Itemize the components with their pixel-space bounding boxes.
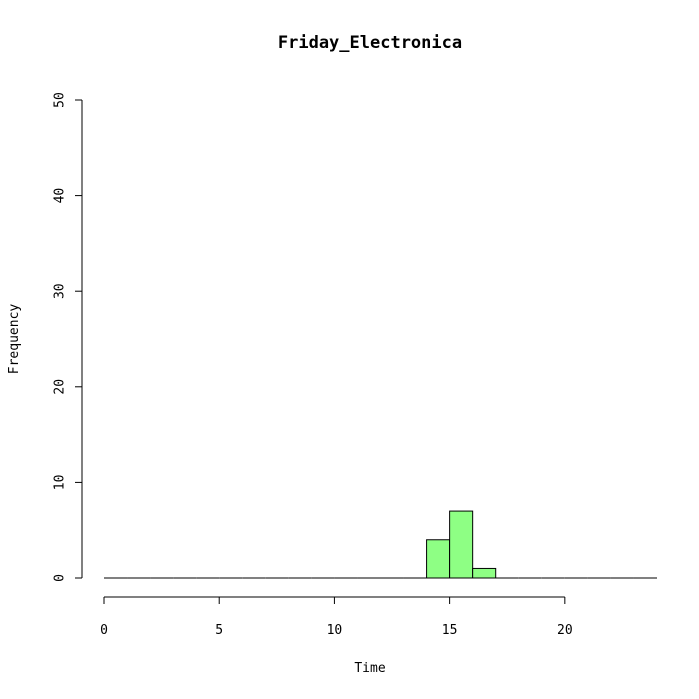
x-axis: 0 5 10 15 20 <box>100 596 573 638</box>
x-tick-label: 20 <box>557 623 573 638</box>
histogram-bar <box>449 510 474 579</box>
x-tick-label: 15 <box>442 623 458 638</box>
y-axis: 0 10 20 30 40 50 <box>53 92 83 582</box>
x-tick-label: 10 <box>327 623 343 638</box>
y-tick-label: 20 <box>53 379 68 395</box>
y-tick-label: 50 <box>53 92 68 108</box>
histogram-bars <box>104 510 657 579</box>
chart-title: Friday_Electronica <box>278 33 462 53</box>
x-axis-label: Time <box>354 661 385 676</box>
x-tick-label: 5 <box>215 623 223 638</box>
y-tick-label: 40 <box>53 188 68 204</box>
y-tick-label: 0 <box>53 574 68 582</box>
x-tick-label: 0 <box>100 623 108 638</box>
y-tick-label: 10 <box>53 475 68 491</box>
y-axis-label: Frequency <box>7 304 22 375</box>
histogram-bar <box>472 567 497 579</box>
y-tick-label: 30 <box>53 283 68 299</box>
histogram-bar <box>426 539 451 579</box>
